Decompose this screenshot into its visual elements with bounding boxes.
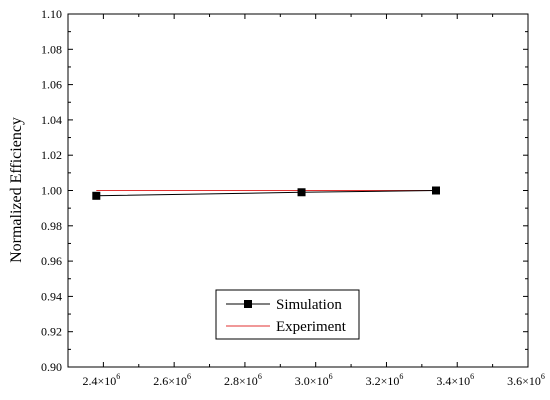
y-tick-label: 0.90 <box>41 360 62 374</box>
series-layer <box>92 186 440 200</box>
y-axis-title: Normalized Efficiency <box>8 117 25 263</box>
y-tick-label: 0.94 <box>41 289 62 303</box>
y-tick-label: 1.06 <box>41 78 62 92</box>
axis-ticks: 0.90 0.92 0.94 0.96 0.98 1.00 1.02 1.04 1.06 1.08… <box>41 7 545 388</box>
x-tick-label: 2.6×106 <box>153 372 191 388</box>
y-tick-label: 1.10 <box>41 7 62 21</box>
x-tick-label: 3.2×106 <box>366 372 404 388</box>
y-tick-label: 0.98 <box>41 219 62 233</box>
legend-label-experiment: Experiment <box>276 319 347 335</box>
y-tick-label: 1.04 <box>41 113 62 127</box>
legend-marker-simulation <box>244 300 252 308</box>
simulation-point <box>92 191 101 200</box>
simulation-point <box>432 186 440 195</box>
x-tick-label: 2.8×106 <box>224 372 262 388</box>
x-tick-label: 3.6×106 <box>507 372 545 388</box>
legend: Simulation Experiment <box>215 289 360 340</box>
x-tick-label: 3.4×106 <box>436 372 474 388</box>
y-tick-label: 1.08 <box>41 42 62 56</box>
y-tick-label: 0.92 <box>41 325 62 339</box>
simulation-line <box>96 190 437 197</box>
y-tick-label: 1.02 <box>41 148 62 162</box>
legend-box <box>215 289 360 340</box>
legend-label-simulation: Simulation <box>276 297 342 313</box>
x-tick-label: 2.4×106 <box>82 372 120 388</box>
x-tick-label: 3.0×106 <box>295 372 333 388</box>
simulation-point <box>297 188 306 197</box>
y-tick-label: 0.96 <box>41 254 62 268</box>
y-tick-label: 1.00 <box>41 184 62 198</box>
